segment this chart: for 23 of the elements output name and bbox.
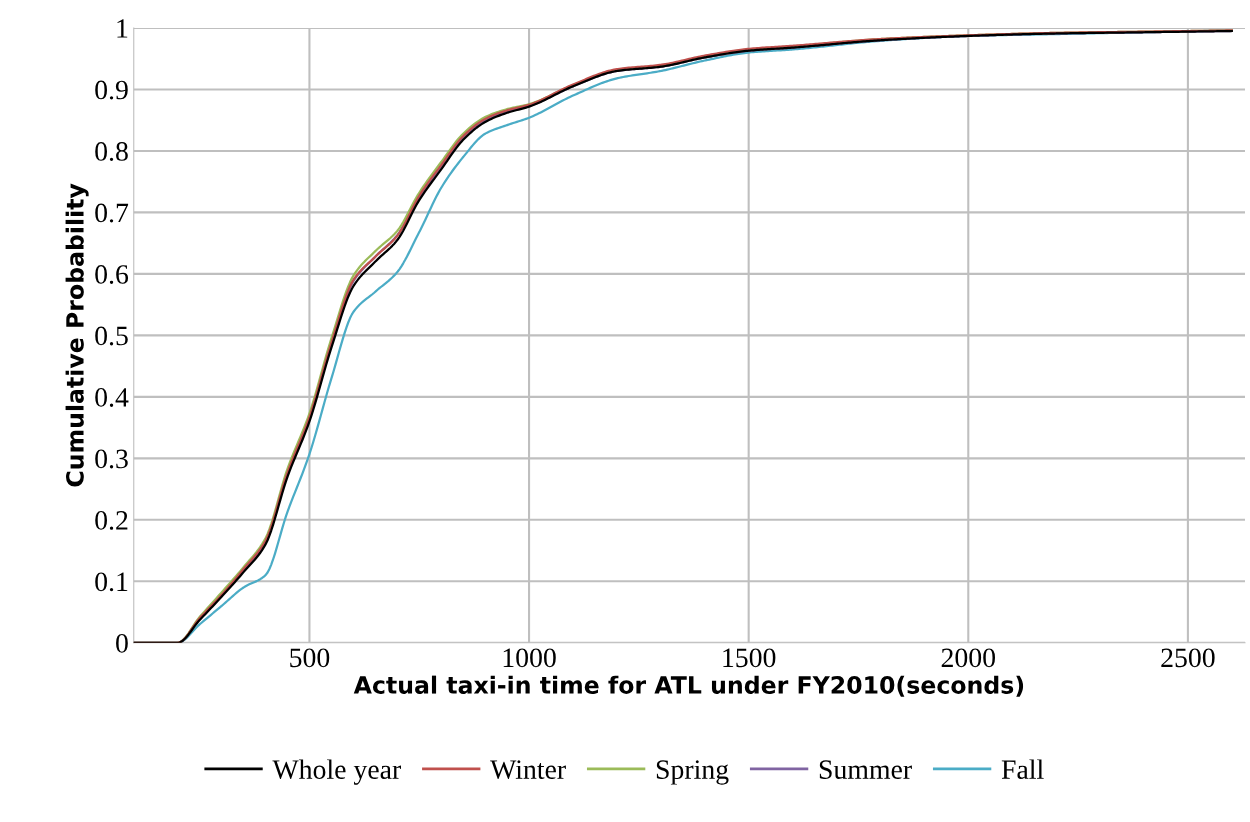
x-tick-label: 2000	[941, 648, 995, 668]
y-tick-label: 0.3	[95, 449, 128, 469]
legend-label: Fall	[1001, 759, 1044, 779]
legend-label: Spring	[656, 760, 729, 785]
legend-label: Winter	[490, 760, 566, 780]
legend-label: Whole year	[272, 759, 401, 785]
y-tick-label: 0.5	[95, 326, 128, 346]
x-tick-label: 1000	[503, 648, 556, 668]
x-axis-title: Actual taxi-in time for ATL under FY2010(seconds)	[353, 675, 1024, 697]
y-tick-label: 0.2	[95, 511, 128, 530]
x-tick-label: 1500	[723, 648, 776, 668]
y-tick-label: 0.9	[95, 80, 128, 100]
x-tick-label: 500	[290, 648, 330, 668]
y-tick-label: 0.6	[95, 265, 129, 284]
y-tick-label: 0.7	[95, 203, 129, 223]
y-tick-label: 0.4	[95, 388, 129, 407]
legend-label: Summer	[819, 760, 912, 779]
y-axis-title: Cumulative Probability	[65, 183, 89, 487]
x-tick-label: 2500	[1161, 648, 1215, 668]
y-tick-label: 0.1	[95, 572, 128, 592]
y-tick-label: 1	[117, 19, 128, 38]
y-tick-label: 0.8	[95, 142, 128, 161]
y-tick-label: 0	[116, 633, 128, 653]
